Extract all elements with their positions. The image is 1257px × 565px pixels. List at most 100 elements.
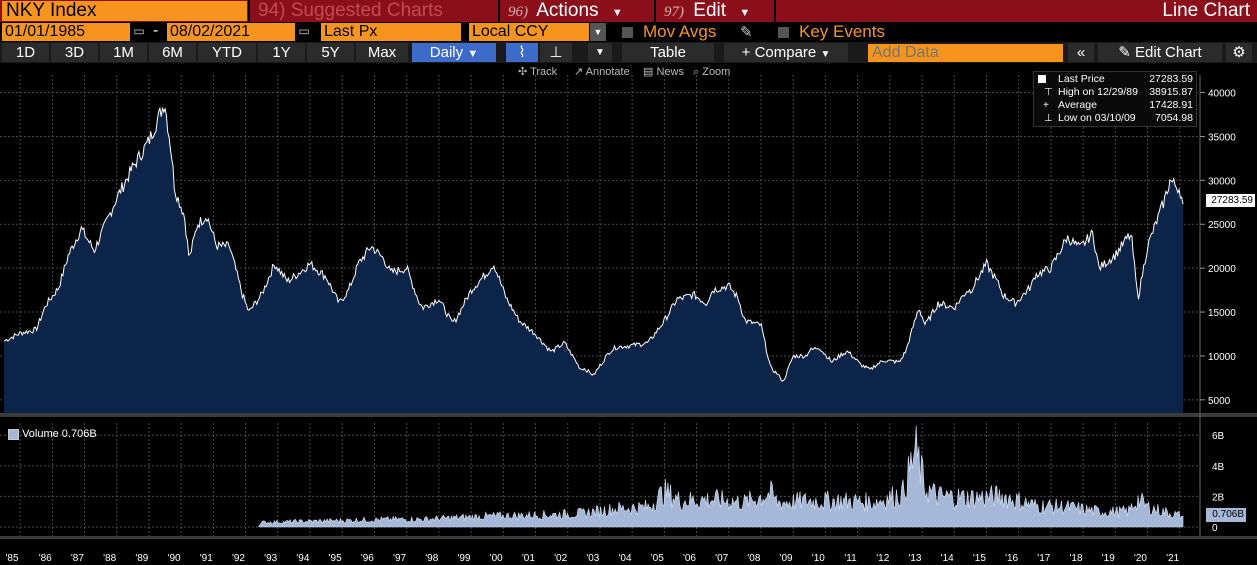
x-tick-label: '97 (393, 553, 406, 564)
end-date-field[interactable]: 08/02/2021 (167, 23, 295, 41)
pencil-icon: ✎ (1118, 44, 1131, 61)
volume-legend-label: Volume 0.706B (22, 428, 97, 440)
legend-label: High on 12/29/89 (1058, 86, 1138, 98)
menu-number: 97) (664, 4, 684, 20)
volume-series (258, 425, 1184, 528)
price-field-select[interactable]: Last Px (321, 23, 461, 41)
line-chart-icon[interactable]: ⌇ (506, 43, 538, 62)
period-5y[interactable]: 5Y (307, 43, 354, 62)
currency-select[interactable]: Local CCY (469, 23, 589, 41)
period-1y[interactable]: 1Y (258, 43, 305, 62)
x-tick-label: '95 (329, 553, 342, 564)
calendar-icon[interactable]: ▭ (133, 24, 145, 38)
mov-avgs-checkbox[interactable] (622, 27, 633, 38)
compare-button[interactable]: + Compare ▼ (724, 43, 848, 62)
mov-avgs-label[interactable]: Mov Avgs (643, 22, 717, 41)
high-marker-icon: ⊤ (1044, 87, 1053, 98)
actions-menu[interactable]: 96) Actions ▼ (508, 0, 653, 22)
price-series (3, 106, 1184, 413)
x-tick-label: '88 (103, 553, 116, 564)
x-tick-label: '90 (168, 553, 181, 564)
legend-label: Average (1058, 99, 1097, 111)
x-tick-label: '01 (522, 553, 535, 564)
menu-label: Suggested Charts (290, 0, 443, 21)
key-events-label[interactable]: Key Events (799, 22, 885, 41)
axis-separator (0, 536, 1257, 539)
caret-down-icon[interactable]: ▼ (590, 23, 606, 41)
edit-chart-button[interactable]: ✎ Edit Chart (1098, 43, 1222, 62)
compare-label: + Compare (741, 44, 817, 61)
legend-label: Low on 03/10/09 (1058, 112, 1136, 124)
period-3d[interactable]: 3D (51, 43, 98, 62)
edit-menu[interactable]: 97) Edit ▼ (664, 0, 774, 22)
ticker-field[interactable]: NKY Index (2, 1, 247, 21)
y-tick-label: 15000 (1208, 308, 1236, 319)
x-tick-label: '20 (1134, 553, 1147, 564)
axes: '85 '86 '87 '88 '89 '90 '91 '92 '93 '94 '95 '96 '97 '… (5, 89, 1236, 564)
x-tick-label: '03 (586, 553, 599, 564)
edit-chart-label: Edit Chart (1135, 44, 1202, 61)
pane-separator (0, 413, 1257, 417)
price-volume-chart[interactable]: '85 '86 '87 '88 '89 '90 '91 '92 '93 '94 '95 '96 '97 '… (0, 63, 1257, 565)
x-tick-label: '06 (683, 553, 696, 564)
x-tick-label: '21 (1166, 553, 1179, 564)
pencil-icon[interactable]: ✎ (740, 24, 753, 41)
period-ytd[interactable]: YTD (198, 43, 256, 62)
x-tick-label: '89 (135, 553, 148, 564)
calendar-icon[interactable]: ▭ (298, 24, 310, 38)
x-tick-label: '16 (1005, 553, 1018, 564)
caret-down-icon: ▼ (467, 48, 479, 60)
x-tick-label: '09 (780, 553, 793, 564)
x-tick-label: '96 (361, 553, 374, 564)
y-tick-label: 25000 (1208, 220, 1236, 231)
caret-down-icon[interactable]: ▼ (588, 43, 612, 62)
legend-swatch (1038, 75, 1046, 83)
legend-last-price: Last Price 27283.59 (1034, 73, 1196, 86)
period-1m[interactable]: 1M (100, 43, 147, 62)
period-max[interactable]: Max (356, 43, 408, 62)
divider (498, 0, 500, 22)
chart-type-label: Line Chart (1162, 0, 1250, 21)
annotate-icon: ↗ (574, 66, 586, 78)
legend-label: Last Price (1058, 73, 1105, 85)
legend-value: 7054.98 (1155, 112, 1193, 124)
start-date-field[interactable]: 01/01/1985 (2, 23, 130, 41)
track-tool[interactable]: ✣ Track (518, 66, 557, 79)
x-tick-label: '18 (1070, 553, 1083, 564)
x-tick-label: '86 (39, 553, 52, 564)
period-6m[interactable]: 6M (149, 43, 196, 62)
table-button[interactable]: Table (622, 43, 714, 62)
crosshair-icon: ✣ (518, 66, 531, 78)
volume-area (258, 425, 1184, 528)
x-tick-label: '00 (490, 553, 503, 564)
magnifier-icon: ⌕ (693, 66, 703, 78)
caret-down-icon: ▼ (739, 7, 751, 19)
price-area (4, 107, 1183, 413)
legend-average: + Average 17428.91 (1034, 99, 1196, 112)
add-data-input[interactable] (868, 44, 1063, 62)
x-tick-label: '15 (973, 553, 986, 564)
news-tool[interactable]: ▤ News (643, 66, 684, 79)
legend-value: 38915.87 (1149, 86, 1193, 98)
annotate-label: Annotate (585, 66, 630, 78)
x-tick-label: '87 (71, 553, 84, 564)
date-dash: - (153, 22, 159, 39)
volume-tick-label: 2B (1212, 492, 1225, 503)
x-tick-label: '17 (1037, 553, 1050, 564)
volume-tag: 0.706B (1206, 508, 1246, 522)
x-tick-label: '85 (5, 553, 18, 564)
zoom-tool[interactable]: ⌕ Zoom (693, 66, 730, 79)
suggested-charts-menu[interactable]: 94) Suggested Charts (258, 0, 493, 22)
last-price-tag: 27283.59 (1206, 194, 1255, 207)
zoom-label: Zoom (702, 66, 731, 78)
frequency-select[interactable]: Daily ▼ (412, 43, 496, 62)
legend-value: 17428.91 (1149, 99, 1193, 111)
divider (774, 0, 776, 22)
y-tick-label: 20000 (1208, 264, 1236, 275)
gear-icon[interactable]: ⚙ (1226, 43, 1252, 62)
bar-chart-icon[interactable]: ⊥ (540, 43, 572, 62)
key-events-checkbox[interactable] (778, 27, 789, 38)
period-1d[interactable]: 1D (2, 43, 49, 62)
annotate-tool[interactable]: ↗ Annotate (574, 66, 630, 79)
collapse-icon[interactable]: « (1068, 43, 1094, 62)
